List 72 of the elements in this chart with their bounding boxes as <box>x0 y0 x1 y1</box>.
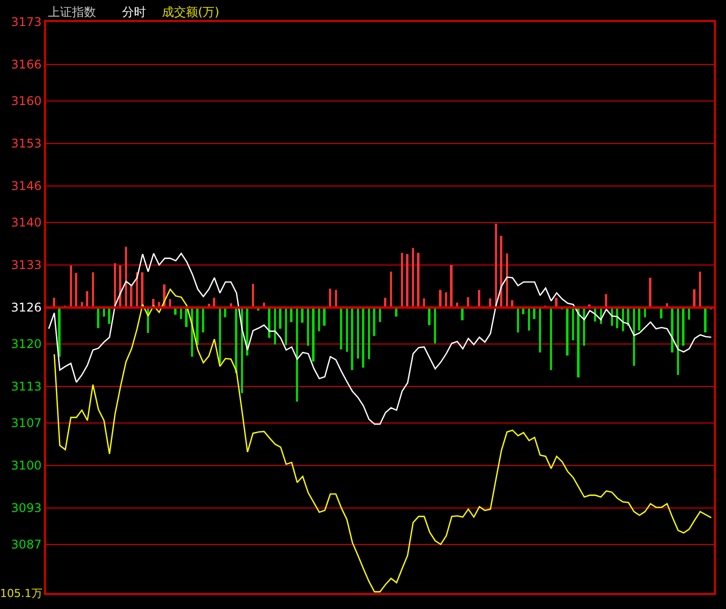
bar <box>528 308 530 331</box>
bar <box>428 308 431 326</box>
bar <box>373 308 376 336</box>
bar <box>108 308 110 324</box>
chart-title: 上证指数 <box>48 5 96 19</box>
y-tick-label: 3173 <box>11 15 42 30</box>
y-tick-label: 3113 <box>11 380 42 394</box>
bar <box>252 284 254 308</box>
bar <box>572 308 574 340</box>
bar <box>495 224 497 308</box>
text: 105.1万 <box>0 587 42 600</box>
y-tick-label: 3166 <box>11 58 42 72</box>
bar <box>417 252 420 308</box>
text: 成交额(万) <box>162 5 220 19</box>
y-tick-label: 3160 <box>11 94 42 108</box>
bar <box>312 308 315 362</box>
bar <box>296 308 298 402</box>
bar <box>335 290 337 308</box>
bar <box>401 252 403 308</box>
bar <box>125 246 127 308</box>
y-tick-label: 3087 <box>11 538 42 552</box>
bar <box>704 308 707 332</box>
chart-subtitle: 分时 <box>122 5 146 19</box>
bar <box>577 308 580 378</box>
bar <box>279 308 282 329</box>
bar <box>506 253 508 308</box>
line-series <box>54 288 712 592</box>
bar <box>682 308 684 346</box>
bar <box>368 308 370 360</box>
bar <box>450 264 453 308</box>
bar <box>390 272 392 308</box>
bar <box>285 308 287 346</box>
bar <box>517 308 519 332</box>
bar <box>500 236 502 308</box>
bar <box>97 308 100 328</box>
bar <box>550 308 552 370</box>
bar <box>307 308 310 346</box>
bar <box>274 308 276 345</box>
bar <box>439 290 442 308</box>
bar <box>92 272 94 308</box>
bar <box>412 248 414 308</box>
bar <box>235 308 238 374</box>
y-tick-label: 3133 <box>11 258 42 272</box>
y-tick-label: 3153 <box>11 136 42 151</box>
bar <box>633 308 635 366</box>
bar <box>141 272 144 308</box>
y-tick-label: 3146 <box>11 179 42 194</box>
bar <box>671 308 674 352</box>
y-tick-label: 3126 <box>11 300 42 315</box>
bar <box>539 308 541 352</box>
bar <box>649 278 652 308</box>
bar <box>693 289 696 308</box>
line-series <box>48 252 712 425</box>
y-tick-label: 3140 <box>11 216 42 230</box>
bar <box>219 308 221 364</box>
bar <box>268 308 270 338</box>
bar <box>114 263 116 308</box>
y-tick-label: 3120 <box>11 337 42 352</box>
bar <box>346 308 348 352</box>
bar <box>677 308 679 375</box>
bar <box>638 308 640 331</box>
bar <box>406 254 408 308</box>
bar <box>70 266 72 308</box>
bar <box>566 308 569 356</box>
bar <box>434 308 436 344</box>
y-tick-label: 3100 <box>11 458 42 473</box>
y-tick-label: 3107 <box>11 416 42 430</box>
bar <box>357 308 359 359</box>
bar <box>362 308 364 368</box>
y-tick-label: 3093 <box>11 501 42 516</box>
bar <box>384 298 386 308</box>
bar <box>699 272 702 308</box>
